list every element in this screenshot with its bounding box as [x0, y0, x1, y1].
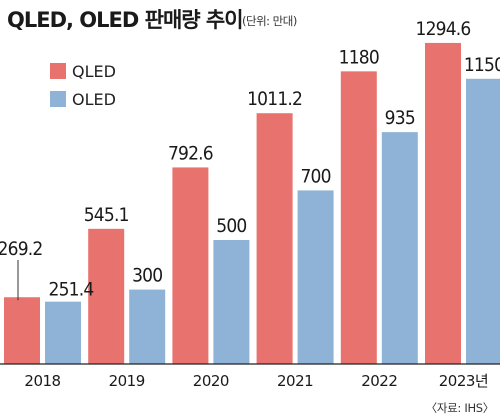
value-label-qled-1: 545.1	[84, 204, 129, 226]
source-note: 〈자료: IHS〉	[426, 401, 494, 415]
bar-qled-3	[256, 113, 293, 364]
bar-qled-1	[88, 228, 125, 364]
value-label-oled-3: 700	[300, 165, 330, 187]
x-tick-label-2: 2020	[193, 372, 229, 390]
value-label-qled-0: 269.2	[0, 238, 42, 260]
value-label-qled-4: 1180	[339, 46, 379, 68]
value-label-oled-1: 300	[132, 265, 162, 287]
bar-qled-4	[340, 71, 377, 365]
value-label-oled-2: 500	[216, 215, 246, 237]
value-labels-layer: 269.2 251.4 545.1 300 792.6 500 1011.2 700 1180 9…	[0, 18, 500, 301]
x-tick-label-1: 2019	[109, 372, 145, 390]
x-tick-label-5: 2023년	[439, 372, 488, 390]
value-label-qled-2: 792.6	[168, 142, 213, 164]
legend-swatch-oled	[50, 91, 66, 107]
bars-layer	[4, 42, 500, 365]
bar-qled-5	[425, 42, 461, 364]
bar-oled-1	[129, 289, 166, 364]
bar-qled-2	[172, 167, 209, 364]
x-tick-label-4: 2022	[361, 372, 397, 390]
bar-oled-0	[45, 301, 81, 364]
x-axis-ticks: 2018 2019 2020 2021 2022 2023년	[24, 372, 488, 390]
value-label-oled-0: 251.4	[49, 279, 94, 301]
bar-oled-2	[213, 240, 250, 364]
chart-unit-note: (단위: 만대)	[242, 14, 297, 28]
x-tick-label-0: 2018	[24, 372, 60, 390]
chart-title: QLED, OLED 판매량 추이	[7, 8, 243, 32]
value-label-oled-4: 935	[385, 107, 415, 129]
bar-oled-4	[381, 132, 418, 364]
legend-label-oled: OLED	[72, 90, 116, 109]
value-label-oled-5: 1150	[464, 54, 500, 76]
bar-qled-0	[4, 297, 40, 364]
value-label-qled-3: 1011.2	[247, 88, 302, 110]
legend-swatch-qled	[50, 63, 66, 79]
bar-oled-3	[297, 190, 334, 364]
legend-label-qled: QLED	[72, 62, 116, 81]
value-label-qled-5: 1294.6	[416, 18, 471, 40]
x-tick-label-3: 2021	[277, 372, 313, 390]
bar-oled-5	[466, 78, 500, 365]
chart-legend: QLED OLED	[50, 62, 116, 109]
